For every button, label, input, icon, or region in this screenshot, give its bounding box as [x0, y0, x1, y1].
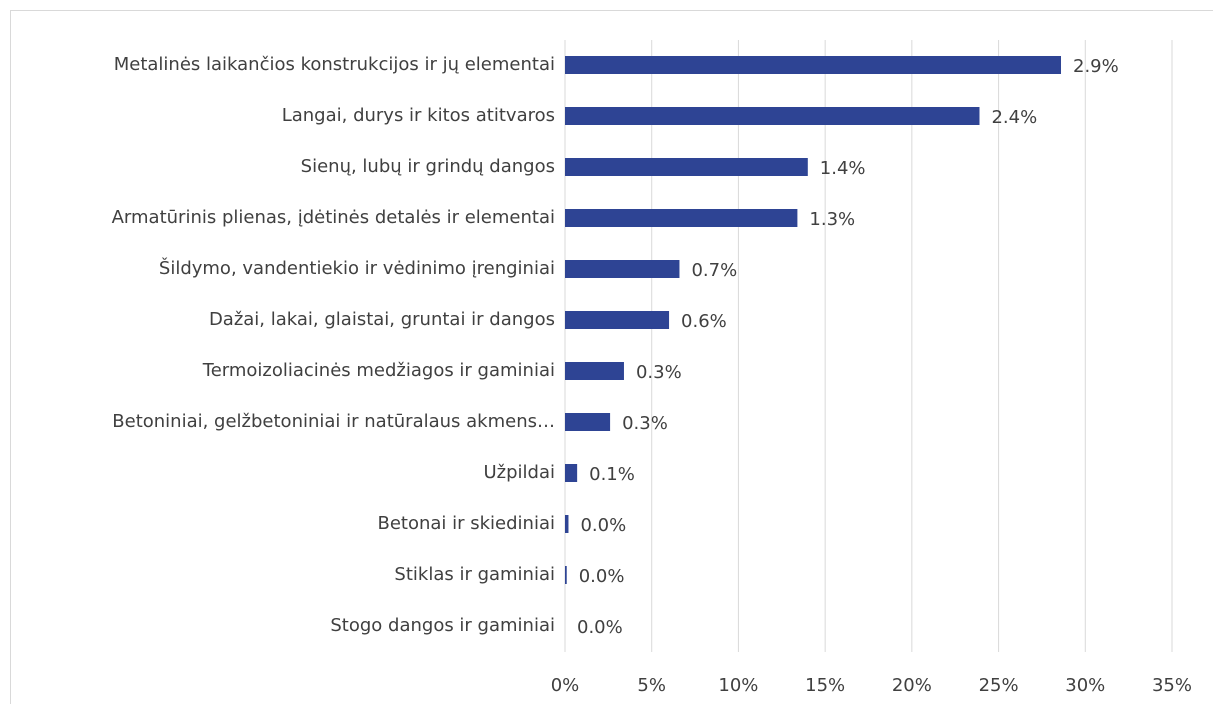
bar [565, 566, 567, 584]
category-label: Dažai, lakai, glaistai, gruntai ir dango… [209, 309, 555, 330]
x-tick-label: 15% [805, 675, 845, 696]
bar [565, 260, 680, 278]
category-label: Šildymo, vandentiekio ir vėdinimo įrengi… [159, 257, 555, 279]
bar [565, 107, 980, 125]
x-tick-label: 5% [637, 675, 666, 696]
data-label: 0.0% [580, 515, 626, 536]
bar [565, 311, 670, 329]
data-label: 0.3% [636, 362, 682, 383]
data-label: 0.0% [577, 617, 623, 638]
data-label: 2.4% [991, 107, 1037, 128]
x-tick-label: 25% [979, 675, 1019, 696]
bar [565, 158, 808, 176]
data-label: 2.9% [1073, 56, 1119, 77]
category-label: Betoniniai, gelžbetoniniai ir natūralaus… [112, 411, 555, 432]
bar [565, 464, 578, 482]
x-tick-label: 35% [1152, 675, 1192, 696]
category-label: Metalinės laikančios konstrukcijos ir jų… [114, 54, 555, 75]
category-label: Langai, durys ir kitos atitvaros [282, 105, 555, 126]
category-label: Armatūrinis plienas, įdėtinės detalės ir… [112, 207, 555, 228]
x-tick-label: 20% [892, 675, 932, 696]
category-label: Užpildai [483, 462, 555, 483]
data-label: 0.1% [589, 464, 635, 485]
bar [565, 362, 624, 380]
bar [565, 515, 569, 533]
data-label: 0.6% [681, 311, 727, 332]
bar [565, 209, 798, 227]
data-label: 0.3% [622, 413, 668, 434]
data-label: 0.0% [579, 566, 625, 587]
data-label: 1.3% [809, 209, 855, 230]
bar [565, 413, 611, 431]
x-tick-label: 30% [1065, 675, 1105, 696]
bar [565, 56, 1062, 74]
chart-border [10, 10, 1213, 704]
x-tick-label: 0% [551, 675, 580, 696]
category-label: Termoizoliacinės medžiagos ir gaminiai [202, 360, 555, 381]
x-tick-label: 10% [718, 675, 758, 696]
category-label: Stogo dangos ir gaminiai [330, 615, 555, 636]
category-label: Betonai ir skiediniai [377, 513, 555, 534]
category-label: Stiklas ir gaminiai [394, 564, 555, 585]
data-label: 1.4% [820, 158, 866, 179]
category-label: Sienų, lubų ir grindų dangos [301, 156, 555, 177]
data-label: 0.7% [691, 260, 737, 281]
